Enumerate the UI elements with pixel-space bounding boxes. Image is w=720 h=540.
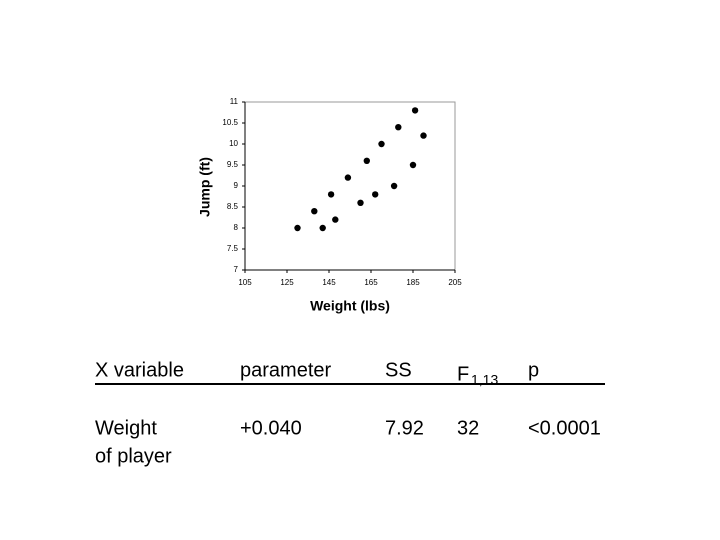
table-header: SS	[385, 359, 412, 381]
table-header: F	[457, 363, 469, 385]
x-tick-label: 185	[406, 278, 420, 287]
y-tick-label: 9	[234, 181, 239, 190]
point	[319, 224, 326, 232]
table-cell: Weight	[95, 417, 157, 439]
table-header: parameter	[240, 359, 331, 381]
y-tick-label: 8.5	[227, 202, 239, 211]
y-tick-label: 7.5	[227, 244, 239, 253]
point	[409, 161, 417, 169]
point	[420, 132, 427, 139]
y-tick-label: 10.5	[222, 118, 238, 127]
point	[363, 157, 370, 164]
x-tick-label: 205	[448, 278, 462, 287]
x-tick-label: 165	[364, 278, 378, 287]
point	[372, 191, 379, 198]
point	[357, 199, 364, 206]
plot-frame	[244, 101, 456, 271]
point	[344, 174, 352, 181]
point	[411, 107, 419, 114]
table-header: X variable	[95, 359, 184, 381]
y-tick-label: 11	[230, 97, 239, 106]
point	[395, 124, 402, 131]
table-cell: of player	[95, 445, 172, 467]
point	[311, 208, 318, 215]
point	[327, 191, 335, 198]
y-axis-label: Jump (ft)	[197, 157, 213, 217]
point	[294, 224, 301, 232]
point	[332, 216, 339, 223]
x-tick-label: 145	[322, 278, 336, 287]
x-tick-label: 125	[280, 278, 294, 287]
table-header: p	[528, 359, 539, 381]
table-cell: +0.040	[240, 417, 302, 439]
point	[390, 182, 398, 190]
table-cell: <0.0001	[528, 417, 601, 439]
point	[378, 140, 385, 148]
table-cell: 32	[457, 417, 479, 439]
x-tick-label: 105	[238, 278, 252, 287]
y-tick-label: 7	[234, 265, 239, 274]
y-tick-label: 8	[234, 223, 239, 232]
y-tick-label: 9.5	[227, 160, 239, 169]
x-axis-label: Weight (lbs)	[310, 298, 390, 314]
table-header-subscript: 1,13	[471, 372, 498, 388]
y-tick-label: 10	[229, 139, 238, 148]
table-cell: 7.92	[385, 417, 424, 439]
